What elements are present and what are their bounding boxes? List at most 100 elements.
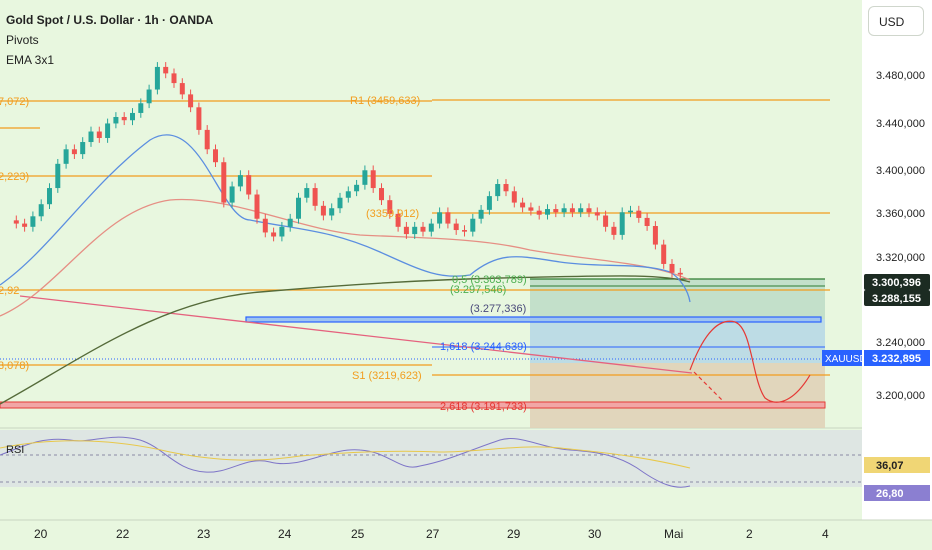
time-tick: 24	[278, 527, 292, 541]
candle-body	[121, 116, 127, 121]
rsi-tag: 36,07	[876, 460, 904, 472]
time-tick: 22	[116, 527, 130, 541]
fib-box-mid	[530, 319, 825, 363]
time-tick: 27	[426, 527, 440, 541]
candle-body	[428, 223, 434, 232]
indicator-ema[interactable]: EMA 3x1	[6, 53, 55, 67]
rsi-line	[0, 436, 691, 488]
fib-box-top	[530, 279, 825, 319]
candle-body	[80, 142, 86, 155]
candle-body	[628, 210, 633, 213]
price-tag-bg	[864, 350, 930, 366]
candle-body	[71, 149, 77, 155]
pivot-label-left: 7,072)	[0, 96, 29, 108]
indicator-pivots[interactable]: Pivots	[6, 33, 39, 47]
candle-body	[677, 272, 683, 275]
candle-body	[47, 188, 52, 205]
candle-body	[96, 131, 102, 138]
candle-body	[130, 112, 135, 121]
candle-body	[138, 103, 144, 113]
candle-body	[154, 66, 160, 90]
candle-body	[569, 208, 575, 213]
fib-box-low	[530, 363, 825, 428]
candle-body	[561, 208, 567, 213]
candle-body	[652, 226, 658, 245]
rsi-label: RSI	[6, 444, 25, 456]
candle-body	[362, 170, 368, 185]
candle-body	[171, 73, 177, 84]
candle-body	[669, 263, 675, 273]
candle-body	[553, 209, 559, 213]
ema-mid	[0, 198, 691, 317]
candle-body	[412, 226, 418, 235]
price-tick: 3.480,000	[876, 70, 925, 82]
symbol-title: Gold Spot / U.S. Dollar · 1h · OANDA	[6, 13, 214, 27]
candle-body	[636, 210, 642, 218]
candle-body	[644, 217, 650, 227]
price-tag-bg	[864, 274, 930, 290]
candle-body	[279, 226, 285, 237]
pivot-label-left: 2,223)	[0, 171, 29, 183]
candle-body	[578, 208, 584, 213]
candle-body	[395, 213, 401, 227]
candle-body	[262, 218, 268, 233]
candle-body	[113, 116, 119, 124]
candle-body	[246, 175, 252, 195]
candle-body	[163, 66, 169, 74]
candle-body	[403, 226, 409, 235]
fib-label: (3.297,546)	[450, 284, 506, 296]
pivot-label-left: 2,92	[0, 285, 19, 297]
rsi-ma-line	[0, 440, 691, 469]
candle-body	[603, 215, 609, 227]
candle-body	[453, 223, 459, 231]
candle-body	[354, 184, 360, 192]
candle-body	[88, 131, 94, 143]
time-tick: 23	[197, 527, 211, 541]
currency-button[interactable]: USD	[868, 6, 924, 36]
rsi-tag-bg	[864, 485, 930, 501]
time-tick: 30	[588, 527, 602, 541]
price-tag: 3.288,155	[872, 293, 921, 305]
candle-body	[105, 123, 111, 138]
time-tick: 25	[351, 527, 365, 541]
candle-body	[586, 208, 592, 213]
target-zone	[0, 401, 826, 409]
pivot-label-left: 3,078)	[0, 360, 29, 372]
candle-body	[511, 191, 517, 203]
candle-body	[179, 83, 185, 95]
time-tick: 2	[746, 527, 753, 541]
candle-body	[329, 208, 335, 216]
candle-body	[420, 226, 426, 232]
candle-body	[611, 226, 617, 235]
price-tick: 3.320,000	[876, 252, 925, 264]
symbol-tag-bg	[822, 350, 862, 366]
candle-body	[528, 207, 534, 211]
candle-body	[320, 205, 326, 216]
projection-curve	[689, 320, 811, 403]
price-tag-bg	[864, 290, 930, 306]
candle-body	[204, 129, 210, 150]
candle-body	[271, 232, 277, 237]
ema-fast	[0, 134, 691, 303]
price-tick: 3.440,000	[876, 118, 925, 130]
candle-body	[661, 244, 667, 264]
candle-body	[495, 184, 501, 197]
candle-body	[38, 204, 44, 217]
candle-body	[22, 223, 28, 227]
candle-body	[30, 216, 36, 227]
pivot-label-r1: R1 (3459,633)	[350, 95, 420, 107]
candle-body	[287, 218, 293, 227]
fib-label: 2,618 (3.191,733)	[440, 401, 527, 413]
price-scale	[862, 0, 932, 520]
rsi-tag: 26,80	[876, 488, 904, 500]
candle-body	[221, 162, 227, 203]
symbol-tag: XAUUSD	[825, 354, 867, 365]
time-tick: Mai	[664, 527, 683, 541]
fib-label: 0,5 (3.303,789)	[452, 274, 527, 286]
pivot-label-p: (3359,912)	[366, 208, 419, 220]
candle-body	[13, 220, 19, 224]
price-tick: 3.240,000	[876, 337, 925, 349]
candle-body	[478, 209, 484, 219]
